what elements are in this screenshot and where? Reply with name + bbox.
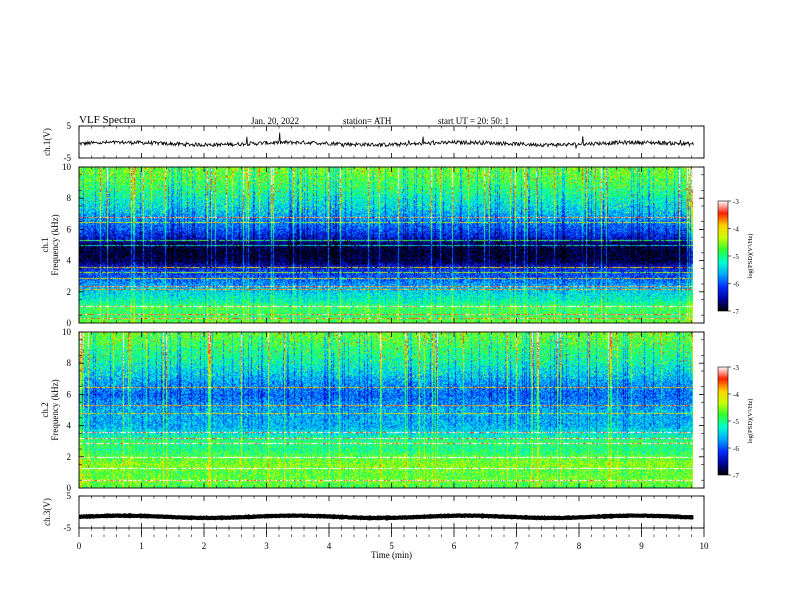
y-tick-label: 6	[67, 389, 72, 399]
ch3-waveform-trace	[79, 512, 694, 521]
colorbar-tick-label: -7	[733, 308, 739, 316]
ch1-spectrogram-colorbar-label: log(PSD)(V²/Hz)	[747, 234, 754, 279]
y-tick-label: 4	[67, 256, 72, 266]
ch1-x-ticks	[78, 126, 705, 158]
y-tick-label: 8	[67, 358, 72, 368]
x-tick-label: 10	[700, 541, 710, 551]
ch1-spectrogram-image	[79, 167, 693, 323]
recording-date: Jan. 20, 2022	[251, 116, 299, 126]
y-tick-label: 8	[67, 193, 72, 203]
x-tick-label: 9	[639, 541, 644, 551]
y-tick-label: 0	[67, 318, 72, 328]
ch2-spectrogram-channel-label: ch.2	[40, 402, 50, 417]
colorbar-tick-label: -3	[733, 364, 739, 372]
colorbar-tick-label: -5	[733, 418, 739, 426]
colorbar-tick-label: -5	[733, 253, 739, 261]
ch1-spec-x-ticks	[78, 167, 705, 323]
y-tick-label: 5	[67, 491, 72, 501]
colorbar-tick-label: -3	[733, 198, 739, 206]
x-tick-label: 2	[202, 541, 207, 551]
x-tick-label: 6	[452, 541, 457, 551]
x-tick-label: 8	[577, 541, 582, 551]
ch1-spectrogram-channel-label: ch.1	[40, 237, 50, 252]
x-tick-label: 1	[139, 541, 144, 551]
x-axis-labels: 0 1 2 3 4 5 6 7 8 9 10	[77, 528, 709, 551]
ch1-spectrogram-colorbar	[717, 200, 729, 312]
y-tick-label: 10	[62, 162, 72, 172]
y-tick-label: 2	[67, 452, 72, 462]
y-tick-label: -5	[64, 153, 72, 163]
ch1-spectrogram-ylabel: Frequency (kHz)	[50, 214, 60, 275]
ch1-waveform-trace	[78, 132, 694, 149]
station-label: station= ATH	[343, 116, 392, 126]
colorbar-tick-label: -7	[733, 472, 739, 480]
ch3-x-ticks	[78, 496, 705, 528]
y-tick-label: -5	[64, 523, 72, 533]
ch1-waveform-ylabel: ch.1(V)	[42, 128, 52, 156]
x-axis-label: Time (min)	[371, 550, 412, 560]
x-tick-label: 7	[514, 541, 519, 551]
y-tick-label: 4	[67, 421, 72, 431]
y-tick-label: 2	[67, 287, 72, 297]
x-tick-label: 4	[327, 541, 332, 551]
ch2-spectrogram-ylabel: Frequency (kHz)	[50, 379, 60, 440]
start-time-label: start UT = 20: 50: 1	[438, 116, 510, 126]
x-tick-label: 0	[77, 541, 82, 551]
y-tick-label: 10	[62, 327, 72, 337]
colorbar-tick-label: -4	[733, 391, 739, 399]
ch3-waveform-ylabel: ch.3(V)	[42, 498, 52, 526]
ch2-spectrogram-image	[79, 332, 693, 488]
x-tick-label: 3	[264, 541, 269, 551]
y-tick-label: 5	[67, 121, 72, 131]
ch2-spec-x-ticks	[78, 332, 705, 488]
y-tick-label: 0	[67, 483, 72, 493]
colorbar-tick-label: -4	[733, 226, 739, 234]
y-tick-label: 6	[67, 224, 72, 234]
figure-title: VLF Spectra	[79, 114, 136, 126]
ch2-spectrogram-colorbar	[717, 366, 729, 476]
ch2-spectrogram-colorbar-label: log(PSD)(V²/Hz)	[747, 399, 754, 444]
colorbar-tick-label: -6	[733, 445, 739, 453]
x-tick-label: 5	[389, 541, 394, 551]
colorbar-tick-label: -6	[733, 281, 739, 289]
